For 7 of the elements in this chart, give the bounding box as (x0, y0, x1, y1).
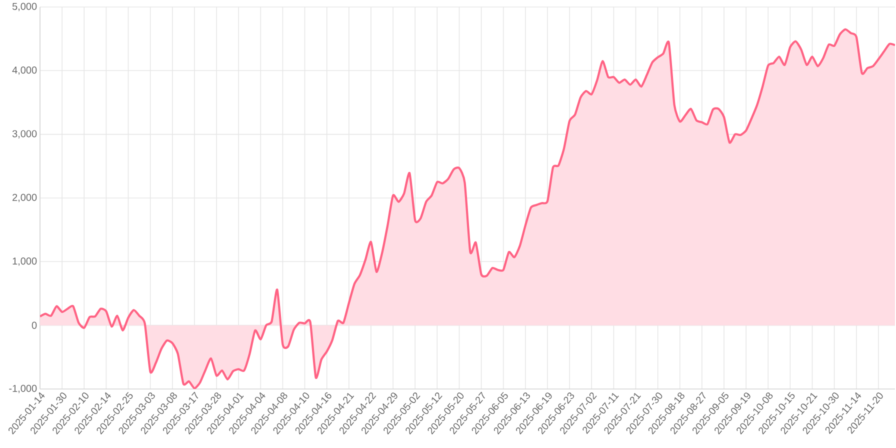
y-tick-label: 2,000 (12, 194, 37, 202)
y-tick-label: 1,000 (12, 258, 37, 266)
y-tick-label: 0 (32, 322, 37, 329)
y-tick-label: 3,000 (12, 130, 37, 138)
y-tick-label: 5,000 (12, 2, 37, 12)
y-tick-label: -1,000 (9, 384, 37, 394)
y-tick-label: 4,000 (12, 66, 37, 75)
